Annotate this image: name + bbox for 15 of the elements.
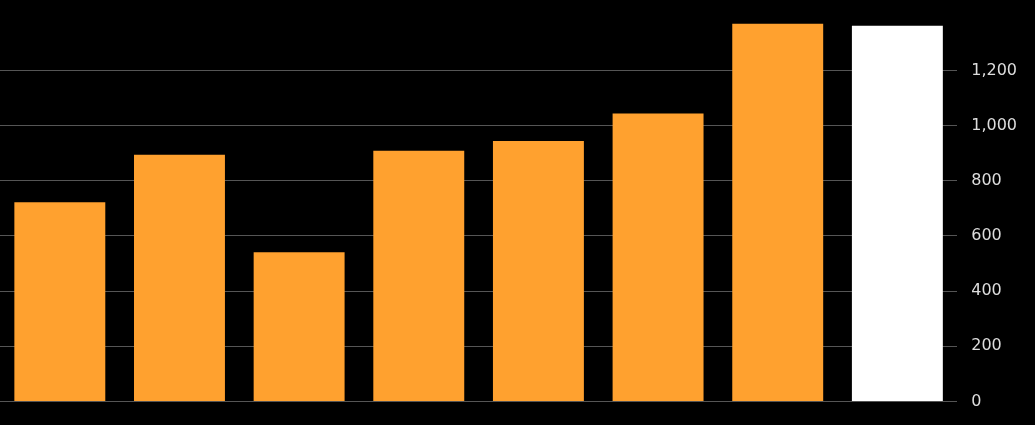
- bar: [14, 202, 106, 401]
- bar: [492, 141, 584, 401]
- y-tick-label: 1,200: [971, 59, 1018, 79]
- y-tick-label: 1,000: [971, 114, 1018, 134]
- y-tick-label: 800: [971, 169, 1002, 189]
- y-tick-label: 0: [971, 390, 982, 410]
- bar: [851, 25, 943, 401]
- y-tick-label: 400: [971, 280, 1002, 300]
- bar: [253, 252, 345, 401]
- bar: [373, 150, 465, 401]
- bar: [134, 154, 225, 401]
- y-tick-label: 600: [971, 225, 1002, 245]
- bar: [732, 23, 824, 401]
- bar: [612, 113, 704, 401]
- y-tick-label: 200: [971, 335, 1002, 355]
